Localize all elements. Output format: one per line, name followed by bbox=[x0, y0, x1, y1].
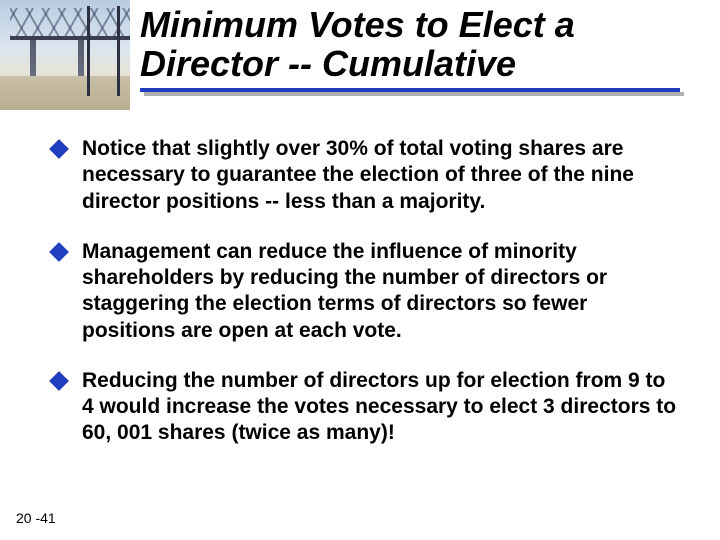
bullet-list: Notice that slightly over 30% of total v… bbox=[0, 110, 720, 447]
title-underline bbox=[140, 88, 680, 92]
diamond-icon bbox=[49, 242, 69, 262]
list-item: Management can reduce the influence of m… bbox=[52, 239, 680, 344]
list-item: Reducing the number of directors up for … bbox=[52, 368, 680, 447]
list-item: Notice that slightly over 30% of total v… bbox=[52, 136, 680, 215]
bullet-text: Notice that slightly over 30% of total v… bbox=[82, 136, 680, 215]
bullet-text: Management can reduce the influence of m… bbox=[82, 239, 680, 344]
diamond-icon bbox=[49, 139, 69, 159]
bullet-text: Reducing the number of directors up for … bbox=[82, 368, 680, 447]
bridge-photo bbox=[0, 0, 130, 110]
slide-number: 20 -41 bbox=[16, 510, 56, 526]
slide-header: Minimum Votes to Elect a Director -- Cum… bbox=[0, 0, 720, 110]
slide-title: Minimum Votes to Elect a Director -- Cum… bbox=[140, 6, 702, 84]
slide: Minimum Votes to Elect a Director -- Cum… bbox=[0, 0, 720, 540]
diamond-icon bbox=[49, 371, 69, 391]
